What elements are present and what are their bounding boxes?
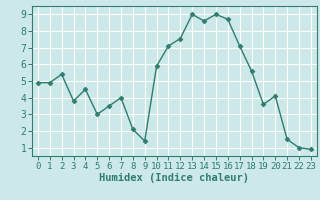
X-axis label: Humidex (Indice chaleur): Humidex (Indice chaleur): [100, 173, 249, 183]
